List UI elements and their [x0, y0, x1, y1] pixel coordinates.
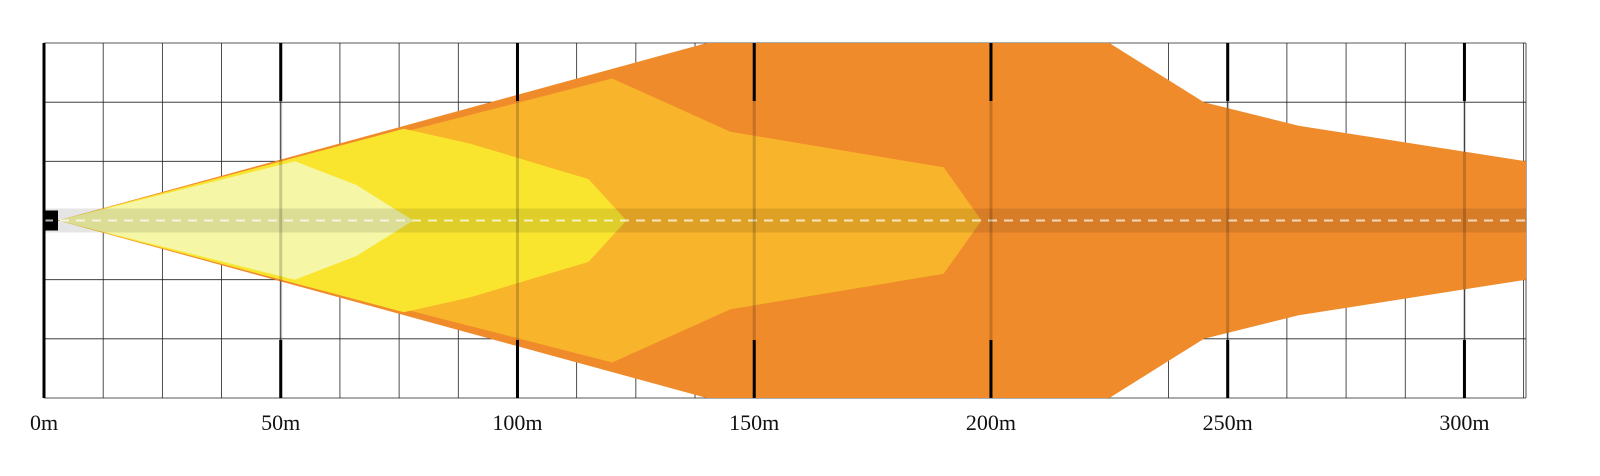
x-tick-label: 250m: [1203, 410, 1253, 435]
x-tick-label: 150m: [729, 410, 779, 435]
major-gridlines: [42, 43, 1466, 398]
beam-areas: [58, 43, 1527, 398]
center-line: [44, 208, 1526, 233]
beam-zone-4: [58, 161, 414, 280]
x-tick-label: 50m: [261, 410, 300, 435]
x-tick-label: 100m: [492, 410, 542, 435]
x-tick-label: 300m: [1439, 410, 1489, 435]
x-tick-label: 0m: [30, 410, 58, 435]
x-tick-labels: 0m 50m 100m 150m 200m 250m 300m: [30, 410, 1490, 435]
x-tick-label: 200m: [966, 410, 1016, 435]
